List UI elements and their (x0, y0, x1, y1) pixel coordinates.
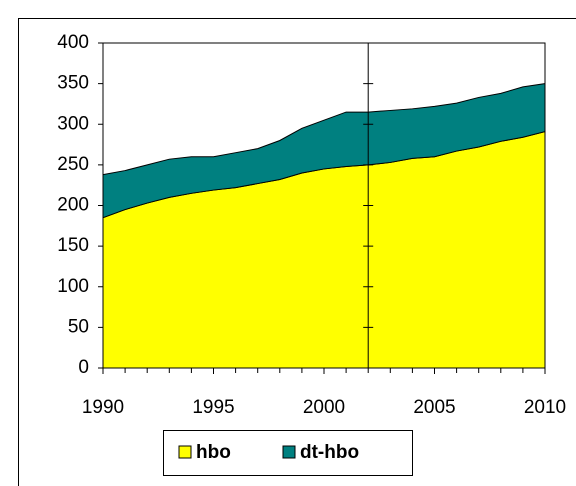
y-tick-label: 150 (57, 235, 89, 256)
y-tick-label: 350 (57, 73, 89, 94)
x-tick-label: 2010 (524, 397, 566, 418)
y-tick-label: 50 (68, 316, 89, 337)
y-tick-label: 200 (57, 195, 89, 216)
legend-swatch (178, 445, 192, 459)
y-tick-label: 0 (78, 357, 89, 378)
legend-label: dt-hbo (300, 442, 359, 463)
x-tick-label: 1995 (192, 397, 234, 418)
y-tick-label: 400 (57, 32, 89, 53)
legend-swatch (282, 445, 296, 459)
y-tick-label: 100 (57, 276, 89, 297)
legend-label: hbo (196, 442, 231, 463)
x-tick-label: 2000 (303, 397, 345, 418)
x-tick-label: 1990 (82, 397, 124, 418)
legend: hbo dt-hbo (163, 430, 413, 476)
x-tick-label: 2005 (413, 397, 455, 418)
y-tick-label: 300 (57, 113, 89, 134)
y-tick-label: 250 (57, 154, 89, 175)
